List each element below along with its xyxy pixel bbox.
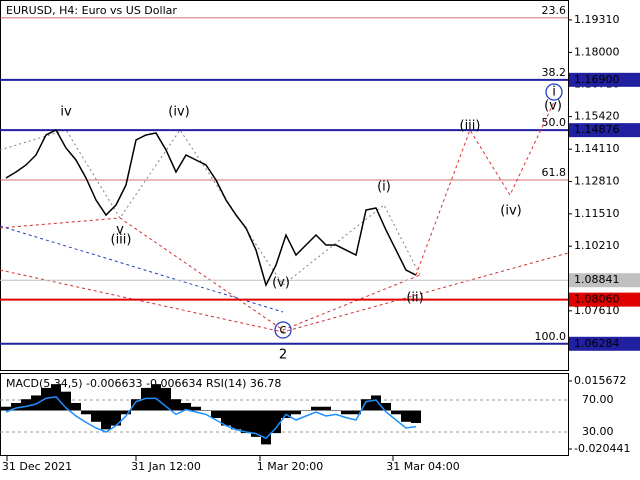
- wave-circle: [545, 83, 563, 101]
- wave-label: (iii): [460, 119, 481, 134]
- macd-bar: [411, 410, 421, 423]
- macd-bar: [311, 406, 321, 411]
- wave-line: [0, 252, 569, 333]
- macd-bar: [271, 410, 281, 434]
- wave-label: (v): [272, 276, 290, 291]
- y-tick-label: 1.15420: [574, 110, 620, 123]
- macd-bar: [361, 399, 371, 411]
- level-label: 1.16900: [574, 73, 620, 86]
- wave-label: 2: [279, 348, 287, 363]
- level-label: 1.14876: [574, 123, 620, 136]
- macd-bar: [181, 402, 191, 411]
- macd-bar: [131, 399, 141, 411]
- macd-bar: [1, 406, 11, 411]
- macd-bar: [331, 410, 341, 412]
- macd-bar: [151, 384, 161, 411]
- fib-label: 23.6: [542, 4, 567, 17]
- main-frame: [0, 0, 569, 371]
- macd-bar: [301, 410, 311, 412]
- level-label: 1.06284: [574, 337, 620, 350]
- macd-bar: [21, 399, 31, 411]
- wave-label: v: [116, 223, 124, 238]
- wave-label: (i): [377, 180, 391, 195]
- macd-bar: [261, 410, 271, 445]
- y-tick-label: 0.015672: [574, 374, 627, 387]
- macd-bar: [221, 410, 231, 426]
- level-box: [569, 336, 640, 351]
- macd-bar: [201, 410, 211, 412]
- macd-bar: [321, 406, 331, 411]
- indicator-title: MACD(5,34,5) -0.006633 -0.006634 RSI(14)…: [6, 377, 281, 390]
- chart-title: EURUSD, H4: Euro vs US Dollar: [6, 4, 177, 17]
- macd-bar: [31, 395, 41, 411]
- macd-bar: [291, 410, 301, 415]
- y-tick-label: 1.19310: [574, 13, 620, 26]
- x-tick-label: 31 Mar 04:00: [386, 460, 459, 473]
- macd-bar: [161, 387, 171, 411]
- level-box: [569, 292, 640, 307]
- wave-label: (ii): [406, 291, 423, 306]
- level-label: 1.08060: [574, 293, 620, 306]
- macd-bar: [61, 391, 71, 411]
- level-box: [569, 273, 640, 288]
- macd-bar: [381, 402, 391, 411]
- macd-bar: [171, 399, 181, 411]
- macd-bar: [101, 410, 111, 430]
- y-tick-label: 1.11510: [574, 207, 620, 220]
- macd-bar: [341, 410, 351, 415]
- macd-bar: [251, 410, 261, 437]
- macd-bar: [401, 410, 411, 422]
- macd-bar: [91, 410, 101, 422]
- macd-bar: [71, 402, 81, 411]
- macd-bar: [211, 410, 221, 419]
- macd-bar: [191, 406, 201, 411]
- fib-label: 50.0: [542, 116, 567, 129]
- macd-bar: [141, 387, 151, 411]
- macd-bar: [241, 410, 251, 434]
- macd-bar: [391, 410, 401, 415]
- macd-bar: [371, 395, 381, 411]
- y2-tick-label: 30.00: [582, 425, 614, 438]
- level-label: 1.08841: [574, 273, 620, 286]
- wave-circle: [274, 321, 292, 339]
- macd-bar: [121, 410, 131, 415]
- wave-line: [0, 225, 284, 313]
- x-tick-label: 1 Mar 20:00: [257, 460, 323, 473]
- fib-label: 100.0: [535, 330, 567, 343]
- wave-label: (iii): [111, 233, 132, 248]
- y-tick-label: 1.12810: [574, 175, 620, 188]
- wave-line: [0, 217, 421, 331]
- level-box: [569, 123, 640, 138]
- wave-label: (iv): [500, 204, 521, 219]
- y2-tick-label: 70.00: [582, 393, 614, 406]
- forecast-line: [415, 99, 556, 276]
- x-tick-label: 31 Dec 2021: [2, 460, 72, 473]
- y-tick-label: 1.14110: [574, 142, 620, 155]
- fib-label: 38.2: [542, 66, 567, 79]
- wave-label: (iv): [168, 105, 189, 120]
- rsi-line: [5, 395, 417, 440]
- macd-bar: [231, 410, 241, 430]
- x-tick-label: 31 Jan 12:00: [131, 460, 201, 473]
- macd-bar: [111, 410, 121, 426]
- level-box: [569, 72, 640, 87]
- price-line: [5, 128, 417, 288]
- y-tick-label: -0.020441: [574, 442, 630, 455]
- y-tick-label: 1.07610: [574, 304, 620, 317]
- wave-label: i: [552, 85, 556, 100]
- wave-label: c: [279, 323, 286, 338]
- fib-label: 61.8: [542, 166, 567, 179]
- macd-bar: [11, 402, 21, 411]
- wave-label: iv: [60, 105, 72, 120]
- macd-bar: [81, 410, 91, 415]
- macd-bar: [351, 410, 361, 415]
- wave-label: (v): [544, 99, 562, 114]
- y-tick-label: 1.10210: [574, 239, 620, 252]
- y-tick-label: 1.18000: [574, 45, 620, 58]
